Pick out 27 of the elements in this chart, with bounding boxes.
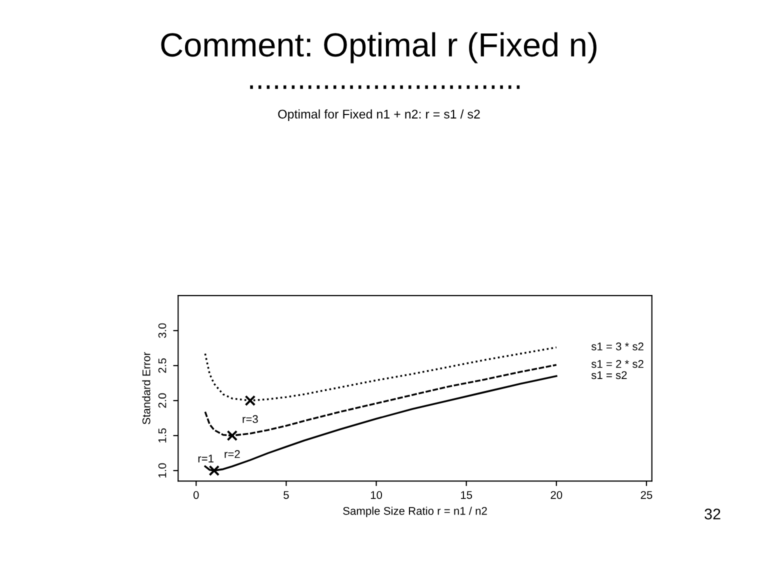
y-tick-label: 1.0 xyxy=(158,463,166,478)
point xyxy=(226,430,238,442)
x-tick-label: 5 xyxy=(284,491,289,499)
line-series xyxy=(204,364,558,436)
y-axis-title: Standard Error xyxy=(142,352,150,424)
annotation: r=2 xyxy=(224,450,240,458)
text: s1 = s2 xyxy=(591,371,627,380)
annotation: r=3 xyxy=(242,415,258,424)
text: s1 = 2 * s2 xyxy=(591,360,644,368)
chart-title: Comment: Optimal r (Fixed n) xyxy=(161,32,596,64)
annotation: r=1 xyxy=(198,454,214,462)
x-tick-label: 0 xyxy=(193,491,199,499)
chart-subtitle: Optimal for Fixed n1 + n2: r = s1 / s2 xyxy=(278,109,480,122)
x-tick-label: 25 xyxy=(640,491,652,499)
x-tick-label: 20 xyxy=(550,491,562,499)
y-tick-label: 2.5 xyxy=(158,358,166,373)
y-tick-label: 1.5 xyxy=(158,428,166,442)
x-axis-title: Sample Size Ratio r = n1 / n2 xyxy=(343,506,487,518)
y-tick-label: 2.0 xyxy=(158,393,166,408)
x-tick-label: 10 xyxy=(370,491,382,499)
text: 32 xyxy=(704,508,720,520)
line-series xyxy=(204,346,558,402)
point xyxy=(244,395,256,406)
x-tick-label: 15 xyxy=(461,491,472,499)
y-tick-label: 3.0 xyxy=(158,323,166,338)
point xyxy=(208,465,220,476)
text: s1 = 3 * s2 xyxy=(591,342,644,350)
